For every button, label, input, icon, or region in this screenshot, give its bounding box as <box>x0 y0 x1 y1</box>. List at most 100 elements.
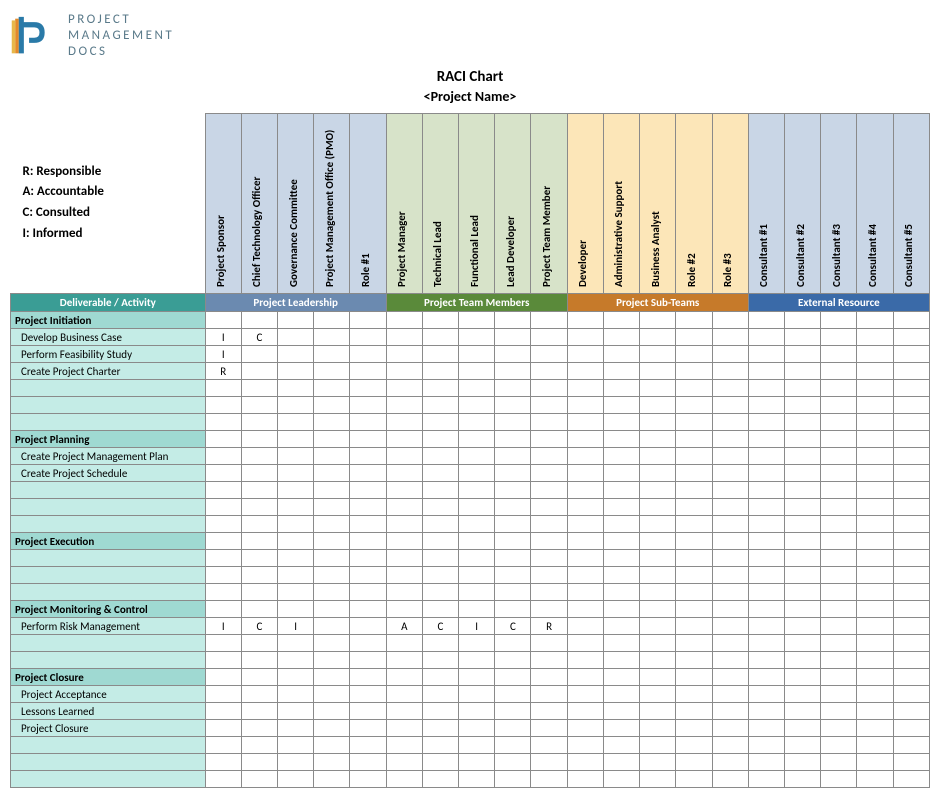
raci-cell <box>784 312 820 329</box>
raci-cell <box>893 482 929 499</box>
raci-cell <box>422 329 458 346</box>
raci-cell <box>314 550 350 567</box>
role-header: Project Sponsor <box>205 114 241 294</box>
raci-cell <box>386 567 422 584</box>
raci-cell <box>603 312 639 329</box>
raci-cell <box>350 550 386 567</box>
raci-cell <box>459 601 495 618</box>
raci-cell <box>386 771 422 788</box>
raci-cell <box>350 601 386 618</box>
raci-cell <box>459 584 495 601</box>
raci-cell <box>712 618 748 635</box>
raci-cell <box>205 465 241 482</box>
raci-cell <box>603 397 639 414</box>
raci-cell <box>640 448 676 465</box>
raci-cell <box>205 601 241 618</box>
raci-cell <box>640 312 676 329</box>
raci-cell <box>603 771 639 788</box>
raci-cell <box>748 601 784 618</box>
raci-cell: C <box>241 329 277 346</box>
raci-cell <box>314 584 350 601</box>
role-label: Business Analyst <box>649 211 662 287</box>
raci-cell <box>712 363 748 380</box>
brand-line2: MANAGEMENT <box>68 28 174 44</box>
raci-cell <box>422 703 458 720</box>
raci-cell <box>603 601 639 618</box>
raci-cell <box>676 618 712 635</box>
raci-cell: C <box>241 618 277 635</box>
raci-cell <box>495 414 531 431</box>
raci-cell <box>676 737 712 754</box>
raci-cell <box>495 312 531 329</box>
raci-cell <box>278 397 314 414</box>
raci-cell <box>241 652 277 669</box>
raci-cell <box>857 363 893 380</box>
role-header: Functional Lead <box>459 114 495 294</box>
raci-cell <box>531 380 567 397</box>
page-title: RACI Chart <box>10 66 930 88</box>
raci-cell <box>676 448 712 465</box>
raci-cell <box>603 329 639 346</box>
role-header: Project Team Member <box>531 114 567 294</box>
raci-cell <box>495 601 531 618</box>
role-header: Consultant #3 <box>821 114 857 294</box>
raci-cell <box>784 414 820 431</box>
raci-cell <box>676 669 712 686</box>
raci-cell <box>748 346 784 363</box>
raci-cell <box>748 567 784 584</box>
raci-cell <box>495 584 531 601</box>
raci-cell <box>422 431 458 448</box>
raci-cell: I <box>205 618 241 635</box>
raci-cell <box>640 346 676 363</box>
raci-cell <box>278 363 314 380</box>
raci-cell <box>821 397 857 414</box>
raci-cell <box>314 380 350 397</box>
raci-cell <box>748 380 784 397</box>
raci-cell <box>278 669 314 686</box>
raci-cell <box>278 380 314 397</box>
role-label: Project Manager <box>395 211 408 287</box>
raci-cell <box>784 618 820 635</box>
role-label: Governance Committee <box>287 179 300 287</box>
raci-cell <box>386 533 422 550</box>
raci-cell <box>567 686 603 703</box>
role-header: Developer <box>567 114 603 294</box>
raci-cell <box>350 669 386 686</box>
raci-cell <box>205 482 241 499</box>
raci-cell <box>350 380 386 397</box>
raci-cell <box>676 431 712 448</box>
raci-cell <box>567 652 603 669</box>
raci-cell <box>640 567 676 584</box>
brand-line1: PROJECT <box>68 12 174 28</box>
raci-cell <box>603 465 639 482</box>
raci-cell <box>857 720 893 737</box>
raci-cell <box>386 397 422 414</box>
raci-cell <box>640 431 676 448</box>
blank-row <box>11 499 206 516</box>
raci-cell <box>857 482 893 499</box>
raci-cell <box>241 567 277 584</box>
raci-cell <box>350 465 386 482</box>
raci-cell <box>459 448 495 465</box>
raci-cell <box>495 516 531 533</box>
raci-cell <box>314 312 350 329</box>
raci-cell <box>567 567 603 584</box>
raci-cell <box>241 584 277 601</box>
raci-cell <box>350 754 386 771</box>
blank-row <box>11 771 206 788</box>
raci-cell <box>712 669 748 686</box>
raci-cell <box>784 686 820 703</box>
raci-cell <box>205 771 241 788</box>
role-label: Role #2 <box>685 253 698 287</box>
raci-cell <box>314 431 350 448</box>
raci-cell <box>459 312 495 329</box>
raci-cell <box>241 771 277 788</box>
raci-cell <box>386 601 422 618</box>
raci-cell <box>857 550 893 567</box>
raci-cell <box>893 635 929 652</box>
raci-cell <box>821 431 857 448</box>
raci-cell <box>422 771 458 788</box>
raci-cell <box>495 448 531 465</box>
raci-cell <box>748 754 784 771</box>
raci-cell <box>893 329 929 346</box>
